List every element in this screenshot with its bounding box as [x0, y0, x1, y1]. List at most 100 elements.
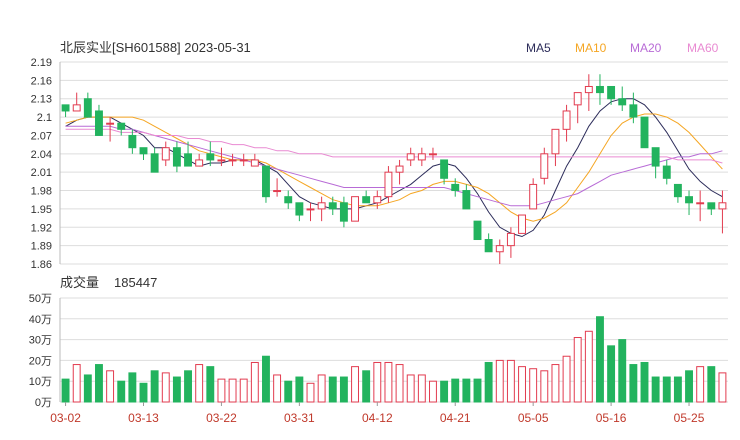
candle-body: [84, 99, 91, 117]
volume-tick-label: 50万: [29, 293, 52, 305]
volume-bar: [229, 379, 236, 402]
volume-bar: [686, 371, 693, 402]
candle-body: [407, 154, 414, 160]
volume-tick-label: 10万: [29, 376, 52, 388]
candle-body: [641, 117, 648, 148]
volume-bar: [140, 383, 147, 402]
candle-body: [474, 221, 481, 239]
volume-bar: [129, 373, 136, 402]
volume-bar: [396, 365, 403, 402]
candle-body: [396, 166, 403, 172]
candle-body: [329, 203, 336, 209]
legend-item-ma60: MA60: [687, 41, 719, 55]
candle-body: [663, 166, 670, 178]
candle-body: [708, 203, 715, 209]
candle-body: [507, 233, 514, 245]
candle-body: [519, 215, 526, 233]
volume-bar: [118, 381, 125, 402]
volume-bar: [296, 377, 303, 402]
date-tick-label: 03-31: [284, 411, 315, 425]
candle-body: [318, 203, 325, 209]
date-tick-label: 04-12: [362, 411, 393, 425]
price-tick-label: 1.92: [31, 222, 52, 234]
volume-tick-label: 20万: [29, 355, 52, 367]
volume-bar: [263, 356, 270, 402]
date-tick-label: 03-13: [128, 411, 159, 425]
volume-bar: [485, 362, 492, 402]
volume-bar: [307, 383, 314, 402]
date-tick-label: 05-05: [518, 411, 549, 425]
volume-bar: [185, 371, 192, 402]
volume-bar: [597, 317, 604, 402]
volume-bar: [107, 371, 114, 402]
volume-bar: [708, 367, 715, 402]
volume-bar: [697, 367, 704, 402]
candle-body: [441, 160, 448, 178]
candle-body: [374, 197, 381, 203]
volume-bar: [162, 373, 169, 402]
candle-body: [597, 86, 604, 92]
volume-bar: [207, 367, 214, 402]
volume-bar: [196, 365, 203, 402]
price-grid: [60, 62, 728, 264]
candle-body: [463, 191, 470, 209]
candle-body: [296, 203, 303, 215]
volume-bar: [619, 340, 626, 402]
volume-bar: [329, 377, 336, 402]
candle-body: [552, 129, 559, 153]
ma-line-ma10: [66, 114, 723, 221]
candle-body: [96, 111, 103, 135]
volume-bar: [463, 379, 470, 402]
volume-bar: [585, 331, 592, 402]
candle-body: [385, 172, 392, 196]
candle-body: [229, 160, 236, 161]
volume-bar: [563, 356, 570, 402]
volume-bar: [519, 367, 526, 402]
price-tick-label: 1.89: [31, 241, 52, 253]
price-tick-label: 2.16: [31, 75, 52, 87]
volume-bar: [452, 379, 459, 402]
volume-bar: [608, 346, 615, 402]
candle-body: [619, 99, 626, 105]
candle-body: [452, 184, 459, 190]
volume-bar: [530, 369, 537, 402]
candle-body: [196, 160, 203, 166]
volume-bar: [151, 371, 158, 402]
candle-body: [430, 154, 437, 155]
volume-bar: [630, 365, 637, 402]
candle-body: [151, 154, 158, 172]
candle-body: [173, 148, 180, 166]
candle-body: [585, 86, 592, 92]
volume-bar: [641, 362, 648, 402]
price-tick-label: 2.1: [37, 112, 52, 124]
volume-bar: [474, 379, 481, 402]
candle-body: [630, 105, 637, 117]
volume-bars: [62, 317, 726, 402]
volume-bar: [96, 365, 103, 402]
price-tick-label: 1.86: [31, 259, 52, 271]
volume-bar: [251, 362, 258, 402]
candle-body: [608, 86, 615, 98]
volume-tick-label: 0万: [35, 397, 52, 409]
volume-bar: [274, 375, 281, 402]
chart-title: 北辰实业[SH601588] 2023-05-31: [60, 40, 251, 55]
candle-body: [307, 209, 314, 210]
candle-body: [140, 148, 147, 154]
volume-bar: [285, 381, 292, 402]
volume-bar: [363, 371, 370, 402]
candle-body: [352, 197, 359, 221]
volume-latest: 185447: [114, 275, 157, 290]
volume-tick-label: 30万: [29, 335, 52, 347]
stock-chart: 北辰实业[SH601588] 2023-05-31 MA5 MA10 MA20 MA6…: [0, 0, 740, 440]
candle-body: [207, 154, 214, 160]
candle-body: [719, 203, 726, 209]
candle-body: [363, 197, 370, 203]
price-tick-label: 2.04: [31, 149, 52, 161]
candle-body: [686, 197, 693, 203]
candle-body: [118, 123, 125, 129]
volume-bar: [340, 377, 347, 402]
volume-bar: [318, 375, 325, 402]
volume-bar: [62, 379, 69, 402]
volume-bar: [574, 338, 581, 402]
volume-label: 成交量: [60, 275, 99, 290]
